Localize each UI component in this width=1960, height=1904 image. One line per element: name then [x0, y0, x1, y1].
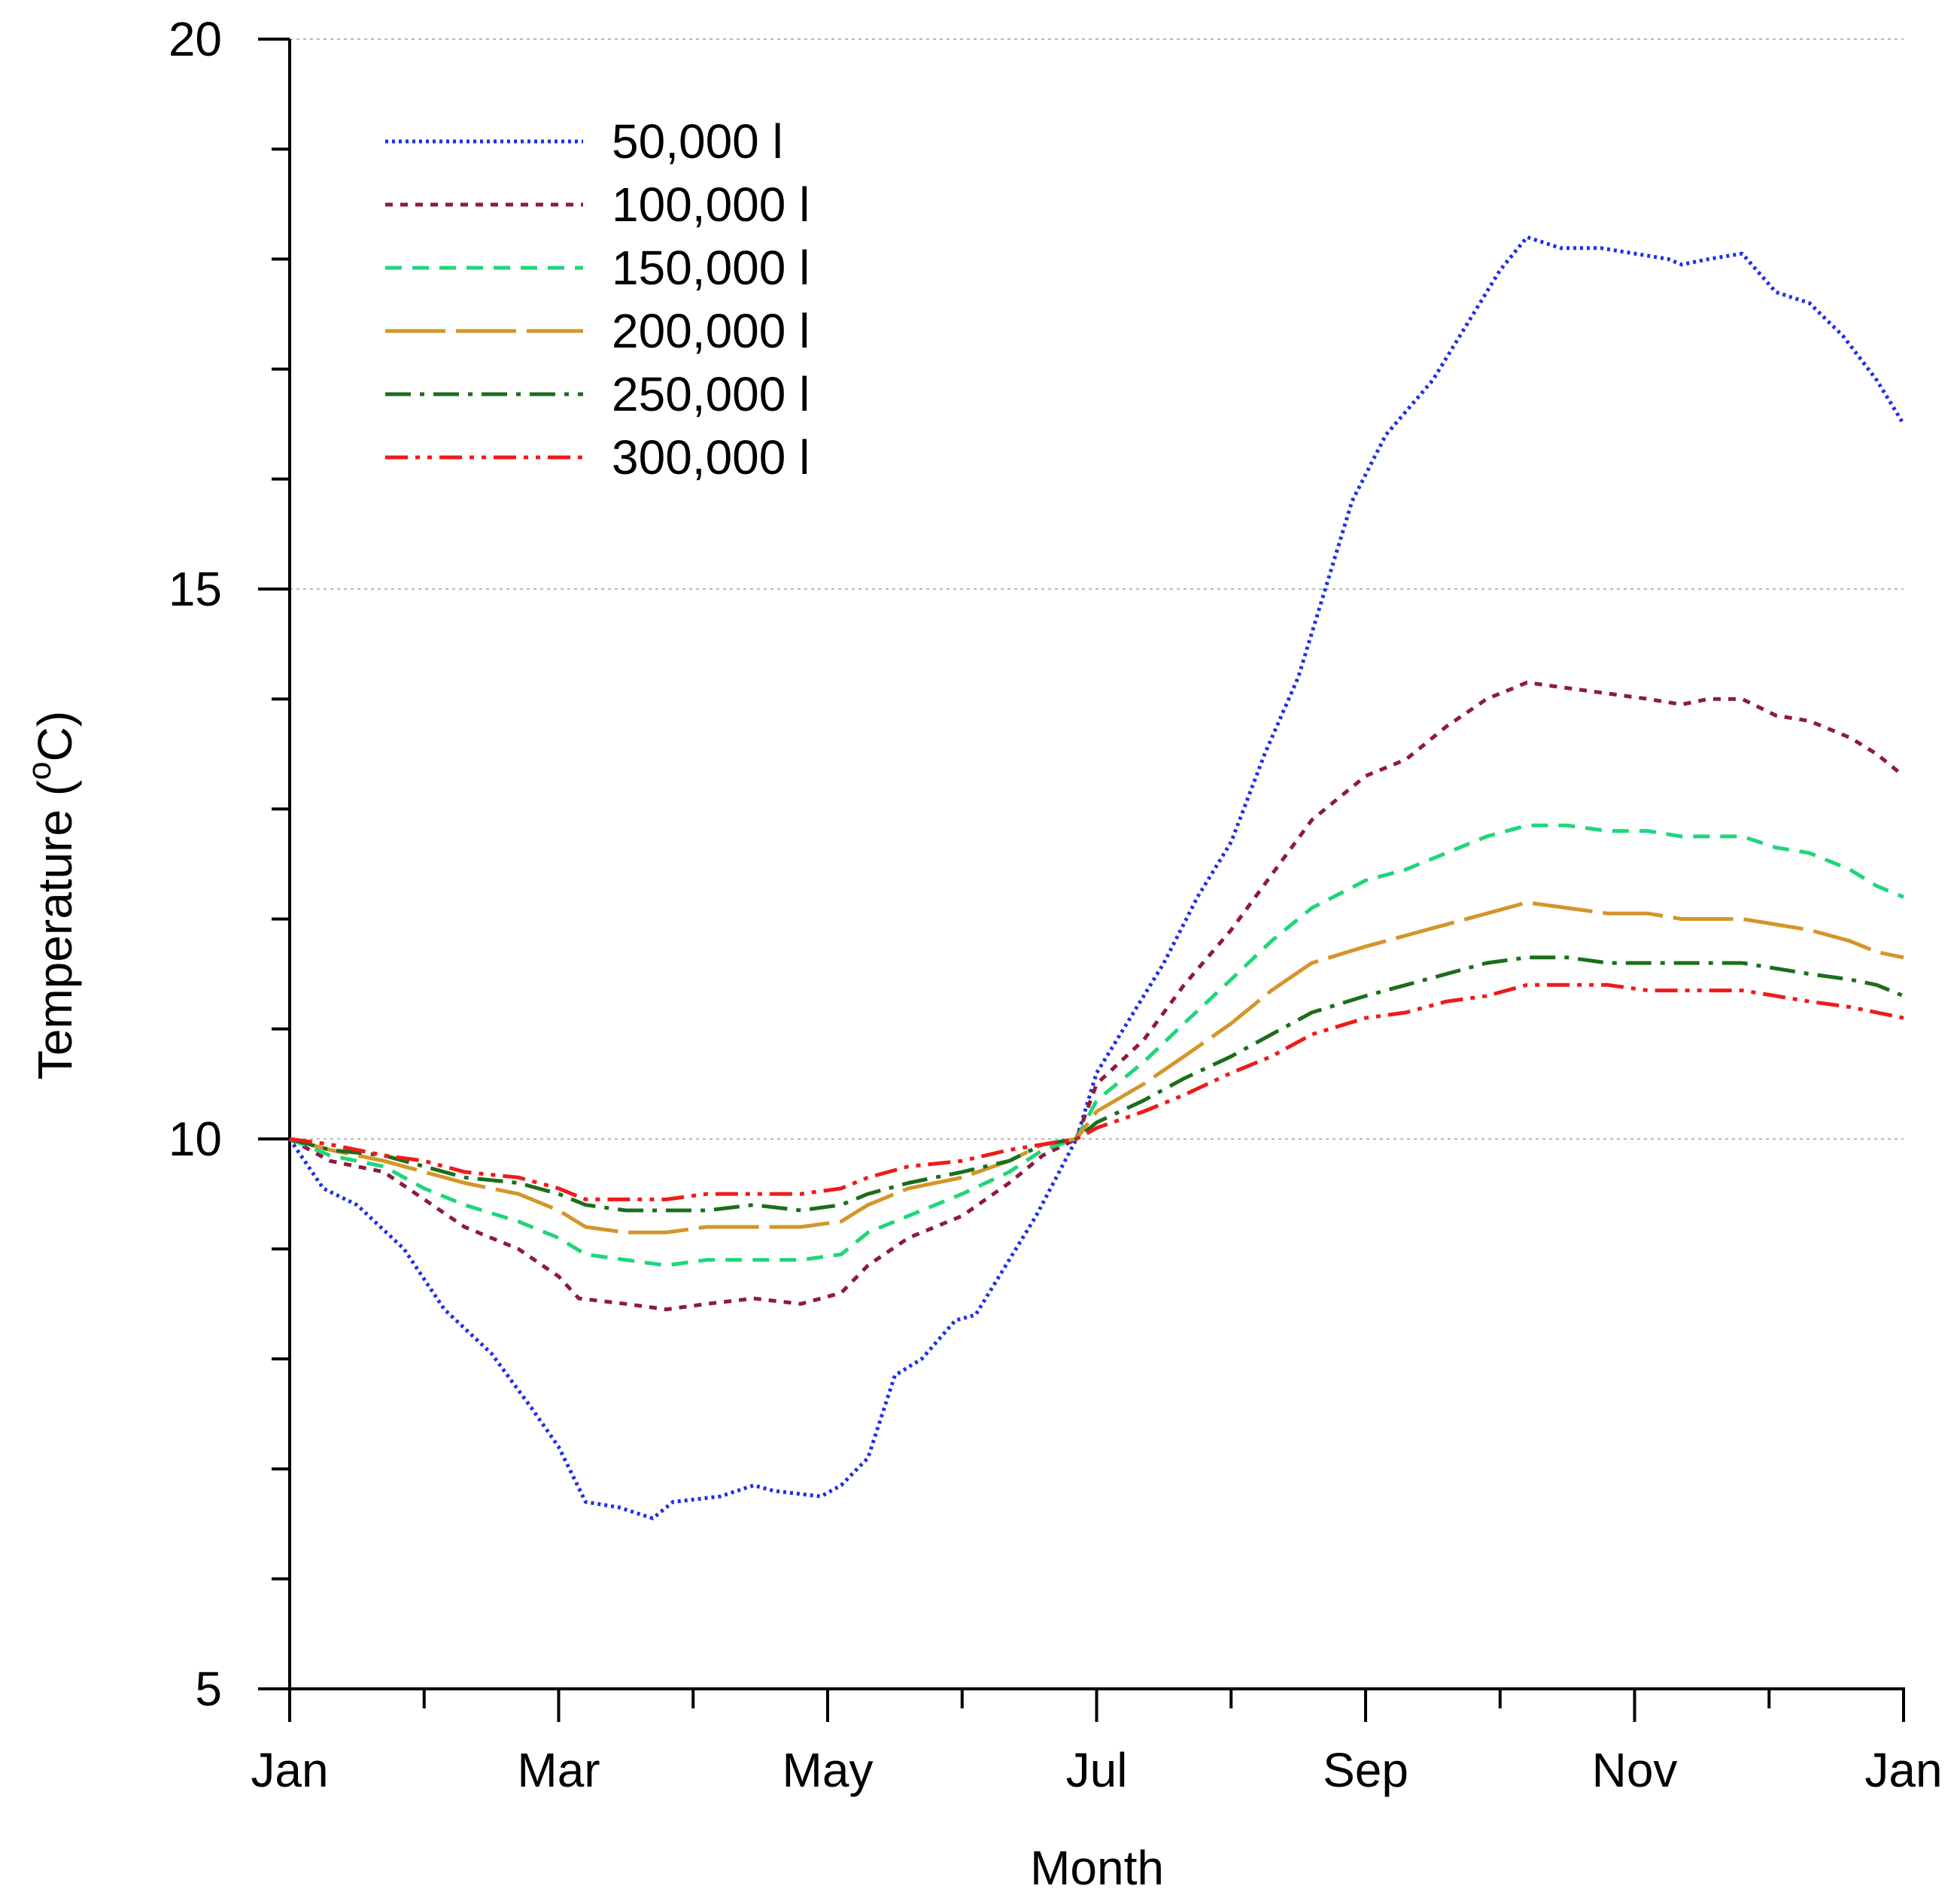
series-line: [287, 235, 1906, 1520]
y-axis-label-main: Temperature (: [28, 780, 82, 1080]
x-tick-label: Jan: [251, 1743, 328, 1797]
legend-label: 300,000 l: [612, 430, 810, 484]
series-line: [289, 900, 1904, 1234]
y-tick-label: 15: [169, 562, 222, 616]
legend-label: 50,000 l: [612, 114, 783, 169]
y-axis-label: Temperature (oC): [21, 711, 82, 1080]
legend: 50,000 l 100,000 l 150,000 l 200,000 l 250,0…: [385, 114, 810, 484]
y-tick-label: 10: [169, 1112, 222, 1166]
legend-label: 200,000 l: [612, 304, 810, 358]
y-tick-label: 20: [169, 12, 222, 66]
grid-lines: [290, 38, 1904, 1140]
series-line: [289, 955, 1904, 1213]
x-tick-label: Nov: [1592, 1743, 1678, 1797]
series-line: [288, 680, 1905, 1312]
x-tick-label: Jul: [1066, 1743, 1128, 1797]
legend-label: 150,000 l: [612, 241, 810, 295]
series-line: [289, 982, 1904, 1201]
y-axis-label-end: C): [28, 711, 82, 762]
series-lines: [287, 235, 1906, 1520]
x-axis-label: Month: [1030, 1841, 1164, 1895]
x-tick-label: Sep: [1323, 1743, 1408, 1797]
x-tick-label: Mar: [517, 1743, 600, 1797]
y-axis-label-superscript: o: [21, 761, 58, 779]
legend-label: 100,000 l: [612, 178, 810, 232]
x-tick-label: May: [782, 1743, 874, 1797]
axes: 5 10 15 20 Jan Mar May Jul Sep Nov Jan: [169, 12, 1943, 1797]
legend-label: 250,000 l: [612, 367, 810, 421]
y-tick-label: 5: [195, 1662, 222, 1716]
series-line: [289, 823, 1904, 1268]
x-tick-label: Jan: [1864, 1743, 1942, 1797]
